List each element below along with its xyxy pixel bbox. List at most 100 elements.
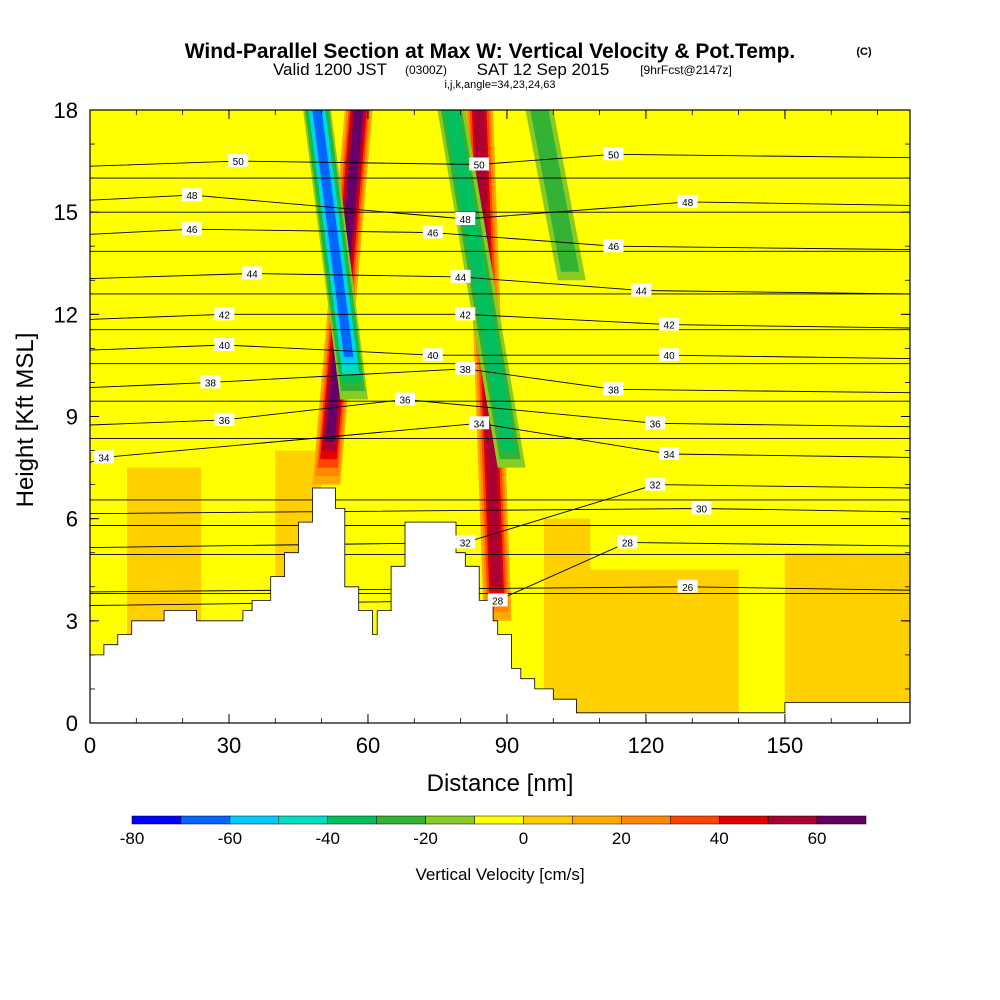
contour-label-box [422,348,443,362]
contour-label-text: 30 [696,504,708,515]
contour-label: 50 [228,154,249,168]
contour-label: 42 [214,307,235,321]
theta-contour-35 [90,438,910,444]
contour-label-box [603,382,624,396]
y-axis-label: Height [Kft MSL] [12,333,39,508]
colorbar-swatch [229,815,280,825]
contour-label-text: 32 [460,539,472,550]
contour-label-text: 46 [608,242,620,253]
contour-label-text: 38 [460,365,472,376]
contour-label-text: 26 [682,583,694,594]
contour-label: 44 [631,283,652,297]
colorbar-swatch [278,815,328,825]
theta-contour-45 [90,250,910,257]
contour-label: 36 [395,392,416,406]
contour-label-text: 40 [427,351,439,362]
contour-label: 46 [422,225,443,240]
contour-label-text: 34 [664,450,676,461]
contour-label-box [455,535,476,549]
colorbar-swatch [621,815,671,825]
contour-label: 42 [455,307,476,321]
contour-label-text: 36 [219,416,231,427]
colorbar-swatch [131,815,182,825]
valid-date: SAT 12 Sep 2015 [477,60,610,79]
contour-label-box [469,416,490,430]
contour-label-text: 36 [399,395,411,406]
y-tick-label: 15 [54,200,78,225]
colorbar-tick-label: -20 [413,829,438,848]
downdraft-band-2-level--20 [530,110,580,272]
colorbar-swatch [572,815,622,825]
contour-label: 48 [181,188,202,202]
chart-title: Wind-Parallel Section at Max W: Vertical… [185,40,796,63]
colorbar: -80 -60 -40 -20 0 20 40 60 [120,815,867,848]
contour-label-box [450,269,471,283]
contour-label-text: 50 [608,150,620,161]
contour-label-box [200,375,221,389]
contour-label-box [455,307,476,321]
theta-contour-41 [90,329,910,335]
contour-label: 38 [603,382,624,396]
contour-label-text: 40 [219,341,231,352]
contour-labels: 50 48 46 44 42 40 38 36 34 50 48 46 44 42 40 38 36 34 32 28… [93,147,712,607]
y-tick-label: 6 [66,507,78,532]
contour-label-box [677,579,698,593]
contour-label-text: 34 [98,453,110,464]
terrain [90,487,910,723]
valid-time: Valid 1200 JST [273,60,387,79]
contour-label: 46 [603,239,624,253]
contour-label-text: 28 [622,539,634,550]
forecast-info: [9hrFcst@2147z] [640,63,732,77]
contour-label-text: 38 [608,385,620,396]
contour-label-text: 48 [186,191,198,202]
y-tick-label: 3 [66,609,78,634]
contour-label-text: 44 [247,269,259,280]
contour-label: 28 [487,593,508,607]
y-tick-label: 0 [66,711,78,736]
colorbar-swatch [180,815,231,825]
contour-label: 44 [450,269,471,284]
contour-label: 40 [422,348,443,362]
contour-label: 50 [603,147,624,161]
theta-contour-43 [90,293,910,299]
contour-label-text: 46 [427,229,439,240]
contour-label-text: 48 [460,215,472,226]
contour-label: 42 [659,317,680,332]
contour-label-text: 38 [205,378,217,389]
contour-label-text: 50 [233,157,245,168]
colorbar-tick-label: -40 [315,829,340,848]
contour-label-text: 28 [492,596,504,607]
x-axis: 0 30 60 90 120 150 [84,110,878,758]
contour-label: 46 [181,222,202,236]
colorbar-tick-label: 60 [808,829,827,848]
colorbar-swatch [816,815,867,825]
contour-label-text: 44 [636,286,648,297]
contour-label-box [214,307,235,321]
colorbar-swatch [767,815,818,825]
contour-label-text: 32 [650,481,662,492]
theta-contour-29 [90,553,910,560]
y-tick-label: 9 [66,405,78,430]
wash-2 [590,569,739,723]
x-axis-label: Distance [nm] [427,770,574,797]
contour-label-box [455,361,476,375]
contour-label-box [631,283,652,297]
contour-label: 32 [645,477,666,492]
contour-label-box [659,446,680,460]
x-tick-label: 150 [767,733,804,758]
colorbar-tick-label: -80 [120,829,145,848]
y-tick-label: 12 [54,302,78,327]
contour-label: 34 [93,450,114,464]
contour-label: 26 [677,579,698,594]
velocity-bands [303,110,586,621]
contour-label-box [645,416,666,430]
theta-contour-39 [90,363,910,369]
contour-label: 50 [469,157,490,171]
contour-label: 40 [214,337,235,352]
wash-3 [784,552,910,723]
contour-label-text: 44 [455,273,467,284]
colorbar-tick-label: -60 [218,829,243,848]
contour-label-box [659,348,680,362]
contour-label-text: 50 [474,160,486,171]
